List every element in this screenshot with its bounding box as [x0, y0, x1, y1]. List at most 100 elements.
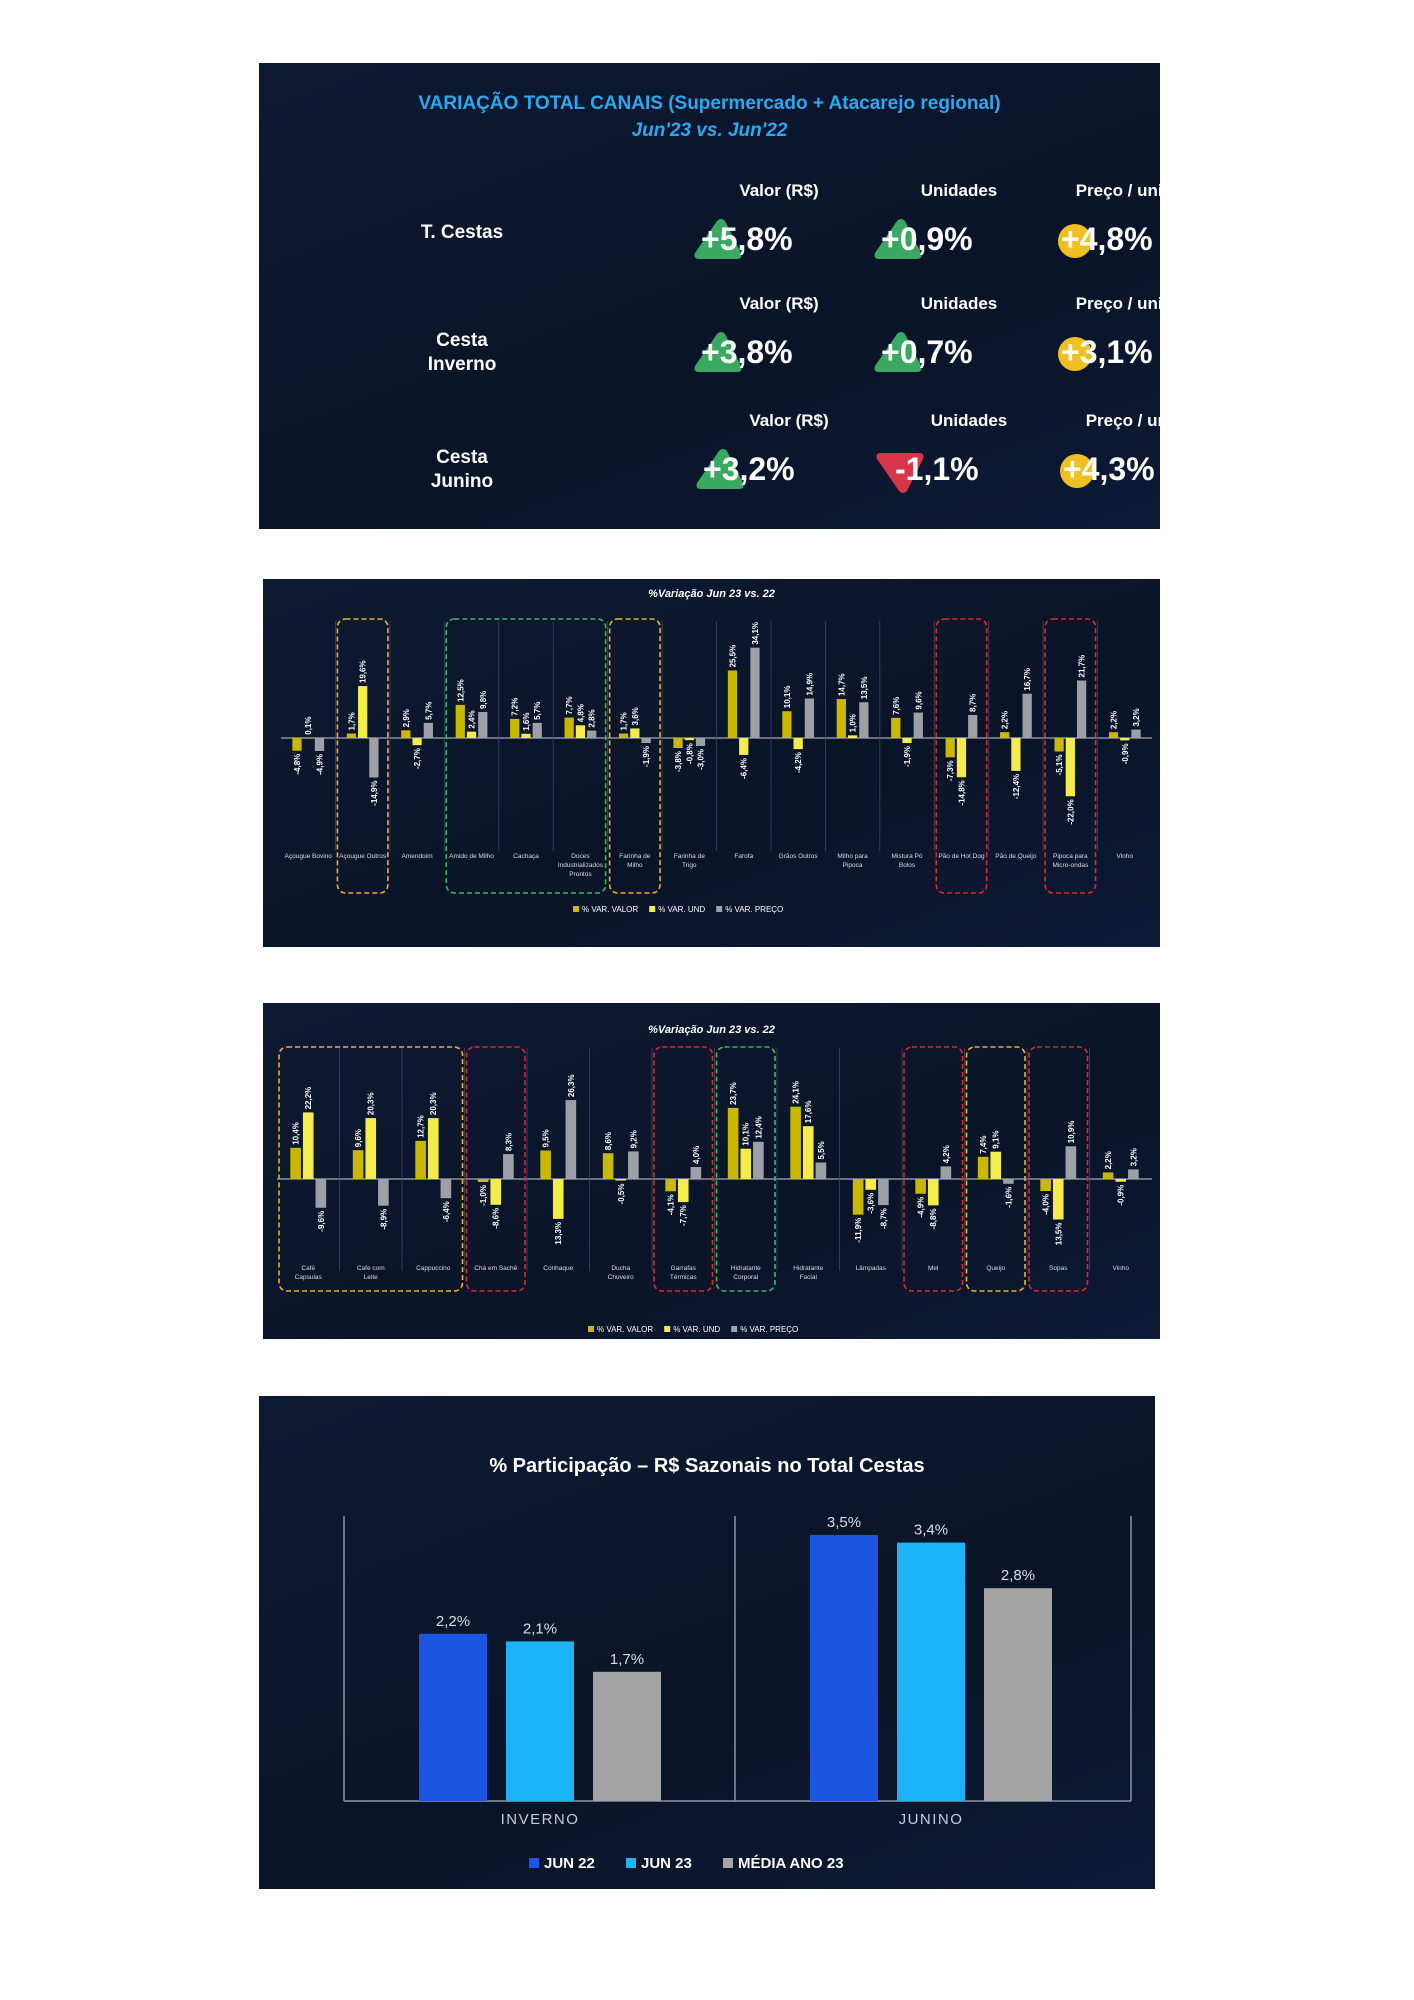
bar — [618, 733, 629, 738]
data-label: -1,9% — [642, 746, 651, 767]
data-label: -4,8% — [293, 754, 302, 775]
data-label: 23,7% — [729, 1082, 738, 1105]
category-label: Pipoca — [843, 862, 863, 869]
data-label: -3,8% — [674, 751, 683, 772]
bar — [466, 731, 477, 738]
bar — [727, 1107, 739, 1179]
triangle-up-icon — [696, 449, 744, 489]
category-label: Conhaque — [543, 1265, 573, 1272]
category-label: Térmicas — [670, 1274, 697, 1281]
bar — [684, 738, 694, 741]
data-label: 10,1% — [742, 1123, 751, 1146]
bar — [641, 738, 651, 744]
kpi-value: +0,9% — [871, 217, 1071, 267]
kpi-value: +4,3% — [1053, 447, 1160, 497]
bar — [815, 1162, 827, 1179]
data-label: 9,5% — [542, 1129, 551, 1147]
data-label: 7,6% — [892, 697, 901, 715]
category-label: Milho para — [837, 853, 868, 860]
data-label: 14,7% — [837, 673, 846, 696]
data-label: 22,2% — [304, 1087, 313, 1110]
chart-title: %Variação Jun 23 vs. 22 — [648, 588, 775, 600]
data-label: 8,3% — [504, 1133, 513, 1151]
data-label: 7,7% — [565, 696, 574, 714]
bar — [897, 1542, 965, 1801]
bar — [1128, 1169, 1139, 1179]
data-label: 8,7% — [969, 694, 978, 712]
legend-swatch — [723, 1858, 733, 1868]
bar — [727, 670, 738, 738]
bar — [1108, 732, 1119, 738]
bar — [490, 1179, 502, 1205]
data-label: 2,8% — [1001, 1567, 1035, 1584]
data-label: 9,6% — [914, 691, 923, 709]
circle-icon — [1058, 337, 1092, 371]
data-label: 13,3% — [554, 1222, 563, 1245]
bar — [1076, 680, 1087, 738]
bar — [945, 738, 955, 758]
data-label: 12,5% — [456, 679, 465, 702]
bar — [915, 1179, 926, 1194]
data-label: 1,0% — [849, 714, 858, 732]
data-label: 5,5% — [817, 1141, 826, 1159]
data-label: 4,8% — [576, 704, 585, 722]
data-label: 3,2% — [1129, 1148, 1138, 1166]
kpi-header: Valor (R$) — [739, 181, 819, 200]
category-label: Farinha de — [674, 853, 705, 860]
bar — [358, 686, 368, 738]
kpi-value-text: +4,3% — [1063, 451, 1155, 487]
category-label: Farofa — [734, 853, 753, 860]
bar — [532, 722, 542, 738]
bar — [503, 1154, 514, 1179]
category-label: Queijo — [986, 1265, 1005, 1272]
category-label: Amendoim — [402, 853, 433, 860]
bar — [956, 738, 967, 778]
data-label: -1,0% — [479, 1185, 488, 1206]
chart-title: % Participação – R$ Sazonais no Total Ce… — [489, 1455, 924, 1477]
kpi-header: Unidades — [930, 411, 1008, 430]
chart-title: %Variação Jun 23 vs. 22 — [648, 1024, 775, 1036]
category-label: Hidratante — [731, 1265, 761, 1272]
highlight-box — [653, 1046, 714, 1292]
category-label: Prontos — [569, 871, 592, 878]
kpi-row-label: T. Cestas — [392, 221, 532, 245]
data-label: 12,7% — [417, 1115, 426, 1138]
bar — [968, 714, 978, 738]
category-label: Cafe com — [357, 1265, 385, 1272]
bar — [859, 702, 869, 738]
data-label: -8,9% — [379, 1209, 388, 1230]
kpi-value: +0,7% — [871, 330, 1071, 380]
bar — [878, 1179, 889, 1206]
bar — [615, 1179, 627, 1181]
category-label: Amido de Milho — [449, 853, 494, 860]
data-label: 13,5% — [1054, 1223, 1063, 1246]
kpi-row-label-line: Inverno — [427, 354, 497, 375]
data-label: 10,9% — [1067, 1121, 1076, 1144]
circle-icon — [1058, 224, 1092, 258]
triangle-up-icon — [694, 219, 742, 259]
bar — [1022, 693, 1032, 738]
bar — [852, 1179, 864, 1215]
legend-entry: % VAR. PREÇO — [725, 905, 783, 914]
category-label: Ducha — [611, 1265, 630, 1272]
bar — [977, 1156, 989, 1179]
bar — [565, 1100, 577, 1179]
circle-icon — [1060, 454, 1094, 488]
bar — [793, 738, 803, 750]
data-label: -4,2% — [794, 752, 803, 773]
highlight-box — [1028, 1046, 1089, 1292]
bar — [302, 1112, 314, 1179]
bar — [984, 1588, 1052, 1801]
category-label: Lâmpadas — [856, 1265, 887, 1272]
kpi-header: Preço / unidade — [1075, 294, 1160, 313]
data-label: 7,2% — [511, 698, 520, 716]
bar — [1040, 1179, 1051, 1191]
data-label: 20,3% — [367, 1092, 376, 1115]
kpi-value-text: +0,7% — [881, 334, 973, 370]
category-label: Mel — [928, 1265, 939, 1272]
bar — [314, 738, 325, 751]
data-label: 2,2% — [1001, 711, 1010, 729]
data-label: 4,2% — [942, 1145, 951, 1163]
data-label: 2,9% — [402, 709, 411, 727]
bar — [1131, 729, 1141, 738]
